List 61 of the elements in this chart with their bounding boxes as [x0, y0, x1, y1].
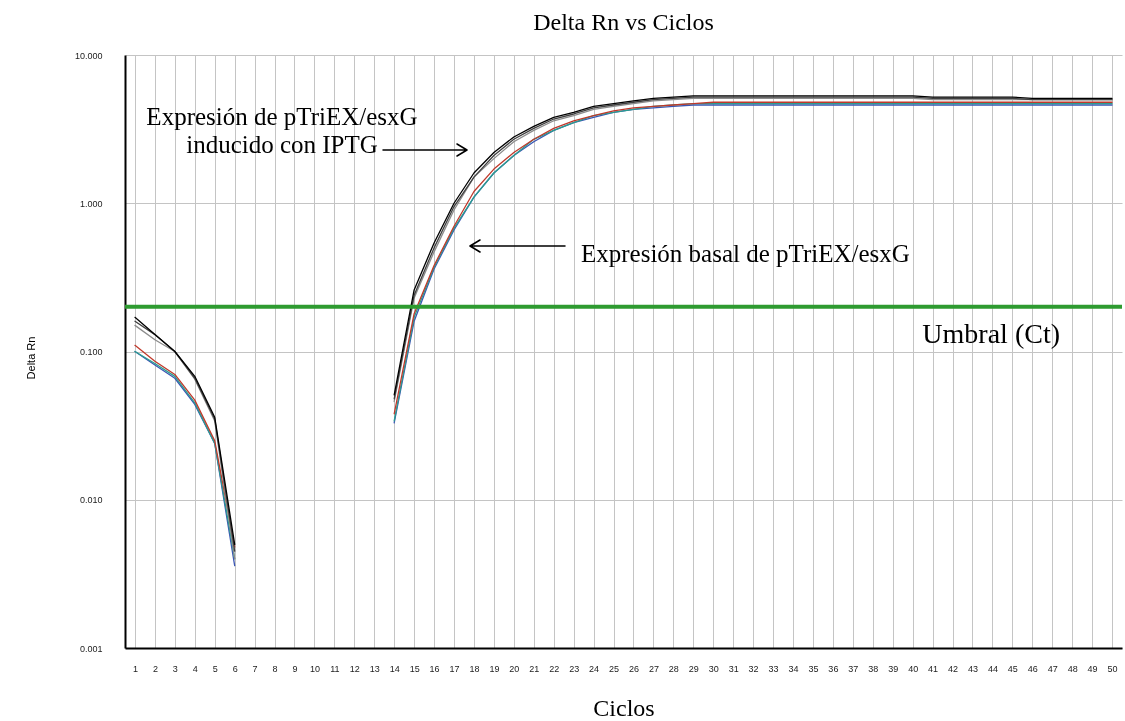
x-tick-label: 31	[728, 663, 739, 674]
x-tick-label: 41	[928, 663, 939, 674]
x-tick-label: 13	[369, 663, 380, 674]
x-tick-label: 25	[609, 663, 620, 674]
x-tick-label: 12	[349, 663, 360, 674]
x-tick-label: 5	[212, 663, 218, 674]
x-tick-label: 23	[569, 663, 580, 674]
x-tick-label: 26	[628, 663, 639, 674]
x-tick-label: 34	[788, 663, 799, 674]
x-tick-label: 11	[330, 663, 340, 674]
x-tick-label: 22	[549, 663, 560, 674]
chart-title: Delta Rn vs Ciclos	[533, 9, 714, 35]
ref-line-label: Umbral (Ct)	[922, 317, 1060, 349]
x-tick-label: 47	[1047, 663, 1058, 674]
x-tick-label: 37	[848, 663, 859, 674]
annotation: Expresión basal de pTriEX/esxG	[581, 240, 910, 267]
x-tick-label: 33	[768, 663, 779, 674]
x-tick-label: 46	[1027, 663, 1038, 674]
x-tick-label: 40	[908, 663, 919, 674]
x-tick-label: 35	[808, 663, 819, 674]
x-tick-label: 24	[589, 663, 600, 674]
x-tick-label: 32	[748, 663, 759, 674]
y-tick-label: 1.000	[79, 198, 103, 209]
x-tick-label: 2	[152, 663, 158, 674]
y-axis-title: Delta Rn	[24, 336, 37, 380]
x-tick-label: 43	[967, 663, 978, 674]
x-tick-label: 4	[192, 663, 198, 674]
x-tick-label: 49	[1087, 663, 1098, 674]
x-tick-label: 15	[409, 663, 420, 674]
x-tick-label: 18	[469, 663, 480, 674]
y-tick-label: 0.100	[79, 347, 103, 357]
x-tick-label: 50	[1107, 663, 1118, 674]
x-tick-label: 38	[868, 663, 879, 674]
x-tick-label: 1	[132, 663, 138, 674]
y-tick-label: 0.010	[79, 495, 103, 506]
x-tick-label: 19	[489, 663, 500, 674]
x-tick-label: 30	[708, 663, 719, 674]
x-tick-label: 3	[172, 663, 178, 674]
annotation: Expresión de pTriEX/esxG inducido con IPTG	[146, 103, 418, 158]
x-tick-label: 39	[888, 663, 899, 674]
x-tick-label: 29	[688, 663, 699, 674]
x-tick-label: 10	[309, 663, 320, 674]
x-tick-label: 7	[252, 663, 258, 674]
x-tick-label: 14	[389, 663, 400, 674]
x-tick-label: 9	[292, 663, 298, 674]
x-tick-label: 8	[272, 663, 278, 674]
y-tick-label: 0.001	[79, 643, 103, 654]
x-tick-label: 20	[509, 663, 520, 674]
x-tick-label: 45	[1007, 663, 1018, 674]
x-tick-label: 21	[529, 663, 540, 674]
x-tick-label: 16	[429, 663, 440, 674]
x-tick-label: 27	[648, 663, 659, 674]
x-tick-label: 44	[987, 663, 998, 674]
x-tick-label: 36	[828, 663, 839, 674]
x-tick-label: 17	[449, 663, 460, 674]
x-tick-label: 28	[668, 663, 679, 674]
x-tick-label: 48	[1067, 663, 1078, 674]
y-tick-label: 10.000	[74, 50, 103, 61]
x-axis-title: Ciclos	[593, 694, 655, 721]
x-tick-label: 6	[232, 663, 238, 674]
x-tick-label: 42	[948, 663, 959, 674]
